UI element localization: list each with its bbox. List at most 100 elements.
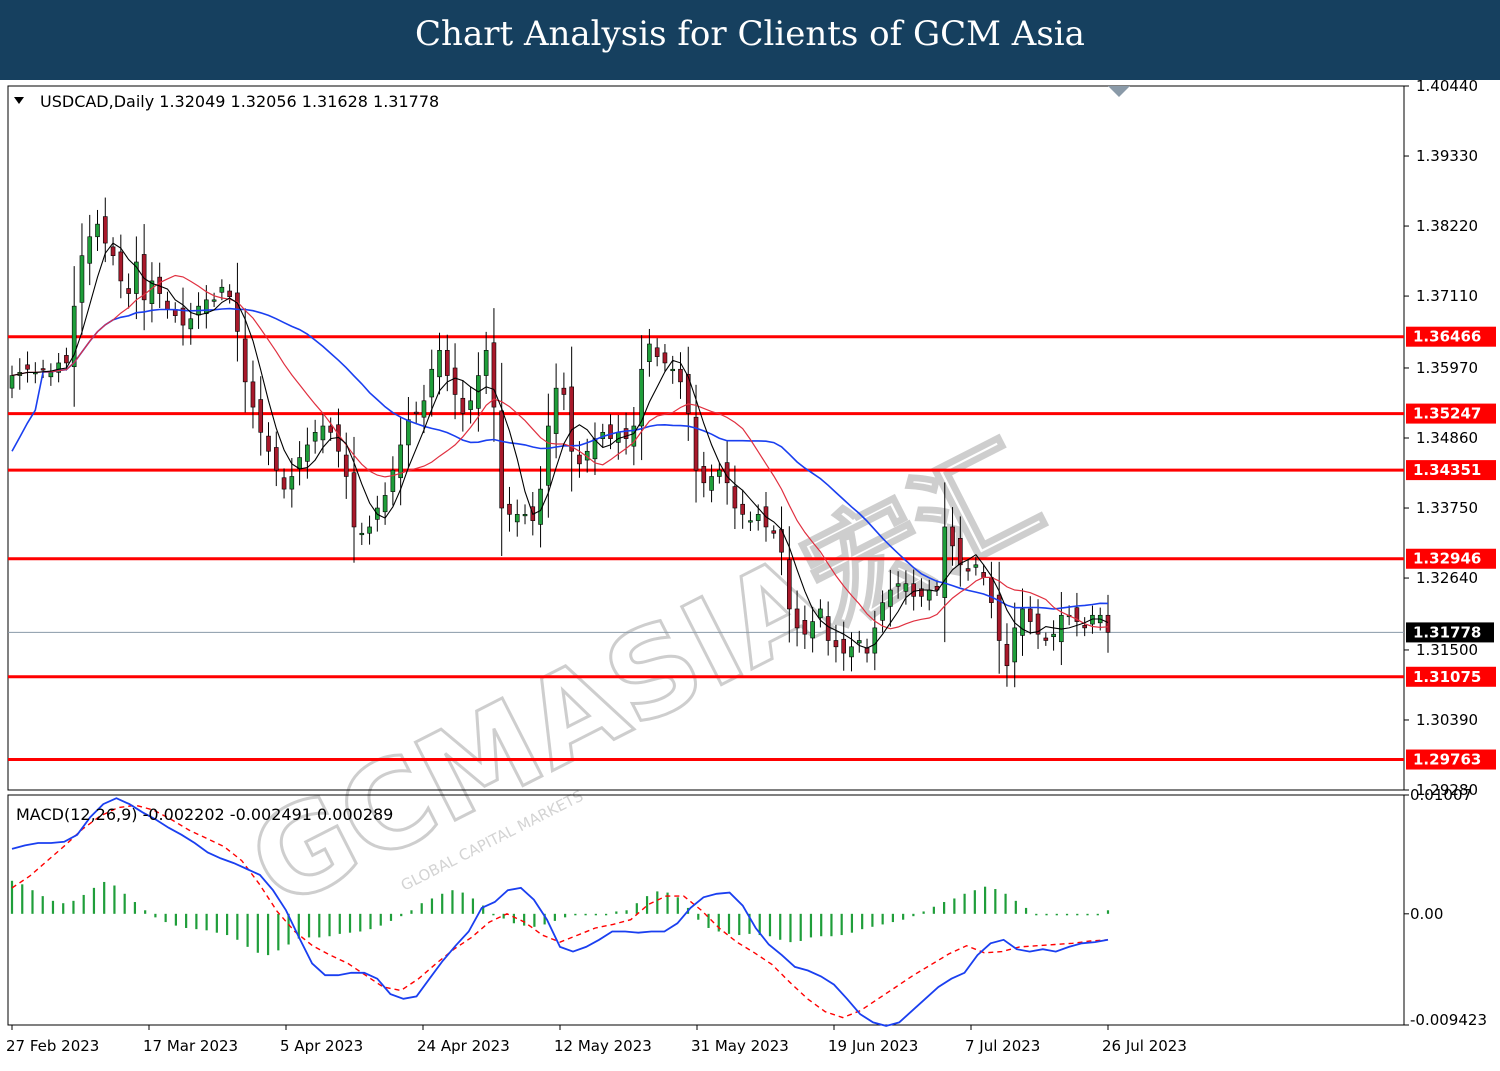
candle-body xyxy=(9,375,15,389)
symbol-info: USDCAD,Daily 1.32049 1.32056 1.31628 1.3… xyxy=(14,92,439,111)
candle-body xyxy=(242,338,248,383)
candle xyxy=(709,464,714,503)
candle-body xyxy=(406,419,411,446)
candle xyxy=(833,624,839,663)
candle-body xyxy=(343,454,349,477)
candle-body xyxy=(608,424,613,439)
candle-body xyxy=(810,621,815,639)
candle-body xyxy=(732,486,738,509)
trading-chart[interactable]: GCMASIA宏汇 GLOBAL CAPITAL MARKETS 1.40440… xyxy=(0,80,1500,1071)
candle-body xyxy=(25,364,30,370)
candle xyxy=(1043,632,1049,646)
candle-body xyxy=(56,362,61,373)
macd-panel xyxy=(7,794,1405,1026)
candle-body xyxy=(942,526,948,598)
candle xyxy=(266,422,271,466)
candle xyxy=(701,451,707,498)
macd-tick-label: 0.00 xyxy=(1410,905,1443,923)
candle xyxy=(95,209,100,251)
shift-marker-icon[interactable] xyxy=(1108,86,1130,97)
candle xyxy=(810,607,815,653)
page-title: Chart Analysis for Clients of GCM Asia xyxy=(415,14,1085,54)
candle-body xyxy=(561,387,567,395)
candle-body xyxy=(748,520,753,523)
candle xyxy=(561,372,567,411)
candle xyxy=(235,262,240,362)
candle-body xyxy=(429,368,435,398)
candle-body xyxy=(577,454,582,465)
candle-body xyxy=(888,589,893,607)
candle-body xyxy=(227,290,232,297)
time-tick-label: 26 Jul 2023 xyxy=(1102,1037,1187,1055)
candle-body xyxy=(880,602,885,621)
price-tick-label: 1.31500 xyxy=(1416,641,1478,659)
candle-body xyxy=(460,397,466,414)
candle xyxy=(623,412,629,455)
macd-tick-label: 0.01007 xyxy=(1410,786,1472,804)
candle-body xyxy=(872,627,878,654)
candle xyxy=(9,365,15,399)
candle xyxy=(794,590,800,647)
candle xyxy=(693,384,699,503)
macd-histogram xyxy=(10,880,1110,956)
candle xyxy=(818,599,823,628)
candle-body xyxy=(444,350,450,376)
level-tag-text: 1.29763 xyxy=(1413,751,1481,769)
candle-body xyxy=(289,476,295,490)
candle-body xyxy=(740,503,745,515)
price-tick-label: 1.38220 xyxy=(1416,217,1478,235)
price-tick-label: 1.34860 xyxy=(1416,429,1478,447)
candle-body xyxy=(981,572,986,578)
candle-body xyxy=(958,538,963,566)
candle xyxy=(592,422,598,475)
candle-body xyxy=(180,307,186,326)
candle-body xyxy=(849,646,854,658)
candle-body xyxy=(701,466,707,484)
candle-body xyxy=(546,425,551,486)
candle-body xyxy=(973,564,979,568)
candle-body xyxy=(71,305,77,368)
candle-body xyxy=(514,514,520,523)
candle xyxy=(802,605,808,649)
price-tick-label: 1.39330 xyxy=(1416,147,1478,165)
candle-body xyxy=(833,640,839,648)
candlestick-series xyxy=(9,197,1111,688)
time-axis: 27 Feb 2023 17 Mar 2023 5 Apr 2023 24 Apr 2… xyxy=(6,1025,1187,1055)
candle-body xyxy=(328,425,333,433)
candle-body xyxy=(522,514,528,517)
candle-body xyxy=(818,608,823,619)
candle xyxy=(577,441,582,478)
candle xyxy=(631,406,637,466)
candle-body xyxy=(87,236,93,264)
candle xyxy=(911,569,916,611)
level-price-tags: 1.36466 1.35247 1.34351 1.32946 1.31075 1.297… xyxy=(1406,326,1496,770)
level-tag-text: 1.36466 xyxy=(1413,328,1481,346)
candle xyxy=(732,465,738,530)
candle-body xyxy=(856,640,862,644)
price-tick-label: 1.29280 xyxy=(1416,781,1478,799)
candle xyxy=(359,522,365,546)
candle xyxy=(421,384,427,434)
level-tag-text: 1.31075 xyxy=(1413,668,1481,686)
candle-body xyxy=(911,583,916,597)
time-tick-label: 19 Jun 2023 xyxy=(828,1037,918,1055)
candle-body xyxy=(1105,614,1111,633)
candle xyxy=(25,351,30,383)
moving-average-fast xyxy=(11,242,1109,649)
candle xyxy=(856,630,862,653)
candle xyxy=(312,419,318,454)
candle-body xyxy=(685,373,691,414)
candle-body xyxy=(771,530,777,534)
candle xyxy=(958,516,963,587)
candle-body xyxy=(678,368,683,383)
candle xyxy=(188,302,194,345)
candle xyxy=(110,237,116,266)
candle-body xyxy=(965,568,971,572)
candle-body xyxy=(724,462,730,484)
candle xyxy=(787,526,792,643)
candle-body xyxy=(110,246,116,256)
support-resistance-levels xyxy=(8,335,1404,762)
candle xyxy=(825,601,831,656)
dropdown-triangle-icon[interactable] xyxy=(14,97,24,104)
candle xyxy=(514,499,520,537)
